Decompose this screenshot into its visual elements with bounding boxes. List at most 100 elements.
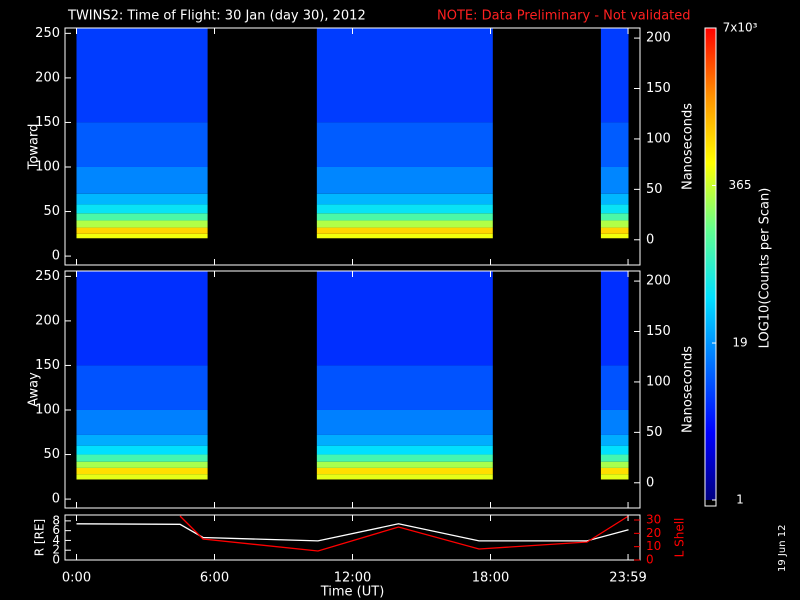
spectrogram-cell xyxy=(76,122,208,167)
y2-tick-label: 0 xyxy=(646,475,654,490)
spectrogram-cell xyxy=(600,227,629,234)
y-axis-label: Away xyxy=(27,372,42,407)
x-tick-label: 6:00 xyxy=(200,571,229,586)
spectrogram-cell xyxy=(316,204,493,214)
spectrogram-cell xyxy=(316,233,493,239)
spectrogram-cell xyxy=(600,365,629,410)
spectrogram-cell xyxy=(316,28,493,123)
spectrogram-cell xyxy=(76,220,208,228)
y-tick-label: 2 xyxy=(52,543,60,557)
line-series xyxy=(179,515,629,552)
line-group xyxy=(76,515,629,552)
spectrogram-cell xyxy=(316,122,493,167)
y2-tick-label: 50 xyxy=(646,182,663,197)
spectrogram-cell xyxy=(600,474,629,480)
spectrogram-cell xyxy=(600,271,629,366)
spectrogram-cell xyxy=(316,220,493,228)
x-tick-label: 23:59 xyxy=(609,571,646,586)
spectrogram-cell xyxy=(76,271,208,366)
spectrogram-cell xyxy=(76,409,208,435)
spectrogram-cell xyxy=(600,28,629,123)
colorbar xyxy=(705,28,716,500)
title: TWINS2: Time of Flight: 30 Jan (day 30),… xyxy=(67,9,366,24)
y-tick-label: 250 xyxy=(35,26,60,41)
spectrogram-cell xyxy=(76,467,208,475)
spectrogram-cell xyxy=(600,213,629,221)
colorbar-tick-label: 1 xyxy=(736,493,744,507)
y2-tick-label: 0 xyxy=(646,232,654,247)
y2-tick-label: 100 xyxy=(646,131,671,146)
spectrogram-cell xyxy=(76,474,208,480)
spectrogram-cell xyxy=(600,193,629,205)
spectrogram-cell xyxy=(600,409,629,435)
spectrogram-cell xyxy=(600,233,629,239)
spectrogram-cell xyxy=(600,122,629,167)
y2-axis-label: L Shell xyxy=(673,518,687,558)
y-axis-label: Toward xyxy=(27,124,42,171)
colorbar-tick-label: 7x10³ xyxy=(723,21,758,35)
spectrogram-cell xyxy=(600,454,629,462)
spectrogram-cell xyxy=(316,467,493,475)
spectrogram-cell xyxy=(600,166,629,194)
spectrogram-cell xyxy=(316,461,493,468)
spectrogram-cell xyxy=(316,227,493,234)
spectrogram-cell xyxy=(76,233,208,239)
spectrogram-cell xyxy=(76,454,208,462)
y2-tick-label: 50 xyxy=(646,425,663,440)
spectrogram-cell xyxy=(76,445,208,455)
spectrogram-cell xyxy=(316,365,493,410)
spectrogram-cell xyxy=(76,28,208,123)
spectrogram-cell xyxy=(76,213,208,221)
note: NOTE: Data Preliminary - Not validated xyxy=(437,9,691,24)
spectrogram-cell xyxy=(316,474,493,480)
colorbar-tick-label: 365 xyxy=(729,178,752,192)
x-tick-label: 12:00 xyxy=(334,571,371,586)
y-tick-label: 50 xyxy=(43,204,60,219)
spectrogram-cell xyxy=(600,461,629,468)
spectrogram-cell xyxy=(600,445,629,455)
y-tick-label: 8 xyxy=(52,513,60,527)
y-tick-label: 50 xyxy=(43,447,60,462)
y2-tick-label: 10 xyxy=(646,539,661,553)
y-tick-label: 200 xyxy=(35,70,60,85)
y-tick-label: 150 xyxy=(35,115,60,130)
y2-axis-label: Nanoseconds xyxy=(681,346,696,433)
y-tick-label: 0 xyxy=(52,553,60,567)
x-tick-label: 18:00 xyxy=(472,571,509,586)
x-tick-label: 0:00 xyxy=(62,571,91,586)
spectrogram-cell xyxy=(76,166,208,194)
spectrogram-cell xyxy=(76,365,208,410)
y2-axis-label: Nanoseconds xyxy=(681,103,696,190)
y-axis-label: R [RE] xyxy=(33,519,47,556)
date-stamp: 19 Jun 12 xyxy=(777,525,788,572)
spectrogram-cell xyxy=(76,434,208,446)
line-series xyxy=(76,523,629,542)
y-tick-label: 100 xyxy=(35,159,60,174)
y2-tick-label: 0 xyxy=(646,553,654,567)
spectrogram-cell xyxy=(316,454,493,462)
spectrogram-cell xyxy=(76,461,208,468)
spectrogram-cell xyxy=(600,220,629,228)
spectrogram-cell xyxy=(76,193,208,205)
spectrogram-cell xyxy=(316,409,493,435)
y2-tick-label: 200 xyxy=(646,274,671,289)
spectrogram-cell xyxy=(316,434,493,446)
y2-tick-label: 20 xyxy=(646,526,661,540)
spectrogram-cell xyxy=(600,204,629,214)
y-tick-label: 0 xyxy=(52,249,60,264)
colorbar-frame xyxy=(704,27,717,507)
spectrogram-cell xyxy=(316,271,493,366)
y-tick-label: 0 xyxy=(52,492,60,507)
spectrogram-cell xyxy=(76,204,208,214)
x-axis-label: Time (UT) xyxy=(320,585,385,600)
spectrogram-cell xyxy=(316,166,493,194)
spectrogram-cell xyxy=(316,213,493,221)
y-tick-label: 100 xyxy=(35,402,60,417)
y2-tick-label: 200 xyxy=(646,31,671,46)
colorbar-tick-label: 19 xyxy=(732,336,747,350)
y-tick-label: 200 xyxy=(35,313,60,328)
y-tick-label: 150 xyxy=(35,358,60,373)
colorbar-label: LOG10(Counts per Scan) xyxy=(758,188,773,349)
spectrogram-cell xyxy=(316,445,493,455)
